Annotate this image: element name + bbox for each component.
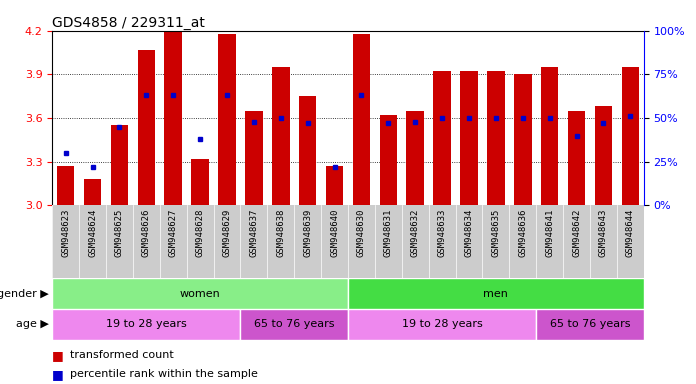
Bar [594,106,612,205]
Bar [299,96,317,205]
Text: GSM948628: GSM948628 [196,209,205,257]
Bar [568,111,585,205]
Text: GSM948630: GSM948630 [357,209,366,257]
Text: GSM948635: GSM948635 [491,209,500,257]
Text: GDS4858 / 229311_at: GDS4858 / 229311_at [52,16,205,30]
Bar [514,74,532,205]
Text: GSM948634: GSM948634 [464,209,473,257]
Bar [52,309,240,340]
Bar [348,309,536,340]
Bar [111,125,128,205]
Text: 65 to 76 years: 65 to 76 years [550,319,631,329]
Text: percentile rank within the sample: percentile rank within the sample [70,369,258,379]
Text: GSM948644: GSM948644 [626,209,635,257]
Text: men: men [484,289,508,299]
Bar [219,34,236,205]
Text: ■: ■ [52,349,64,362]
Text: transformed count: transformed count [70,350,173,360]
Bar [487,71,505,205]
Text: GSM948642: GSM948642 [572,209,581,257]
Bar [52,278,348,309]
Text: 65 to 76 years: 65 to 76 years [254,319,335,329]
Bar [541,67,558,205]
Text: GSM948626: GSM948626 [142,209,151,257]
Bar [536,309,644,340]
Text: 19 to 28 years: 19 to 28 years [402,319,482,329]
Bar [622,67,639,205]
Bar [138,50,155,205]
Text: women: women [180,289,221,299]
Text: gender ▶: gender ▶ [0,289,49,299]
Text: GSM948629: GSM948629 [223,209,232,257]
Bar [326,166,343,205]
Text: 19 to 28 years: 19 to 28 years [106,319,187,329]
Bar [353,34,370,205]
Text: ■: ■ [52,368,64,381]
Text: GSM948641: GSM948641 [545,209,554,257]
Bar [460,71,477,205]
Text: GSM948625: GSM948625 [115,209,124,257]
Bar [164,32,182,205]
Text: GSM948623: GSM948623 [61,209,70,257]
Text: GSM948639: GSM948639 [303,209,313,257]
Bar [57,166,74,205]
Bar [272,67,290,205]
Bar [406,111,424,205]
Bar [245,111,262,205]
Text: GSM948637: GSM948637 [249,209,258,257]
Bar [379,115,397,205]
Text: age ▶: age ▶ [16,319,49,329]
Bar [240,309,348,340]
Text: GSM948631: GSM948631 [383,209,393,257]
Bar [84,179,102,205]
Text: GSM948640: GSM948640 [330,209,339,257]
Text: GSM948643: GSM948643 [599,209,608,257]
Text: GSM948624: GSM948624 [88,209,97,257]
Bar [191,159,209,205]
Text: GSM948638: GSM948638 [276,209,285,257]
Bar [434,71,451,205]
Bar [348,278,644,309]
Text: GSM948632: GSM948632 [411,209,420,257]
Text: GSM948636: GSM948636 [519,209,528,257]
Text: GSM948627: GSM948627 [168,209,177,257]
Text: GSM948633: GSM948633 [438,209,447,257]
